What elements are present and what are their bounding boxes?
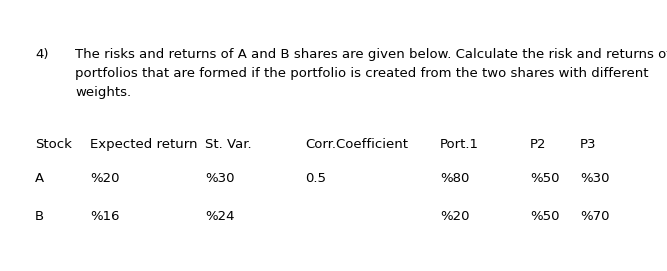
Text: A: A (35, 172, 44, 185)
Text: %16: %16 (90, 210, 119, 223)
Text: %50: %50 (530, 172, 560, 185)
Text: Port.1: Port.1 (440, 138, 479, 151)
Text: %70: %70 (580, 210, 610, 223)
Text: P2: P2 (530, 138, 546, 151)
Text: B: B (35, 210, 44, 223)
Text: Stock: Stock (35, 138, 72, 151)
Text: Expected return: Expected return (90, 138, 197, 151)
Text: %30: %30 (205, 172, 235, 185)
Text: Corr.Coefficient: Corr.Coefficient (305, 138, 408, 151)
Text: P3: P3 (580, 138, 596, 151)
Text: %24: %24 (205, 210, 235, 223)
Text: %80: %80 (440, 172, 470, 185)
Text: %20: %20 (90, 172, 119, 185)
Text: portfolios that are formed if the portfolio is created from the two shares with : portfolios that are formed if the portfo… (75, 67, 648, 80)
Text: weights.: weights. (75, 86, 131, 99)
Text: %30: %30 (580, 172, 610, 185)
Text: 4): 4) (35, 48, 49, 61)
Text: 0.5: 0.5 (305, 172, 326, 185)
Text: The risks and returns of A and B shares are given below. Calculate the risk and : The risks and returns of A and B shares … (75, 48, 667, 61)
Text: St. Var.: St. Var. (205, 138, 251, 151)
Text: %20: %20 (440, 210, 470, 223)
Text: %50: %50 (530, 210, 560, 223)
